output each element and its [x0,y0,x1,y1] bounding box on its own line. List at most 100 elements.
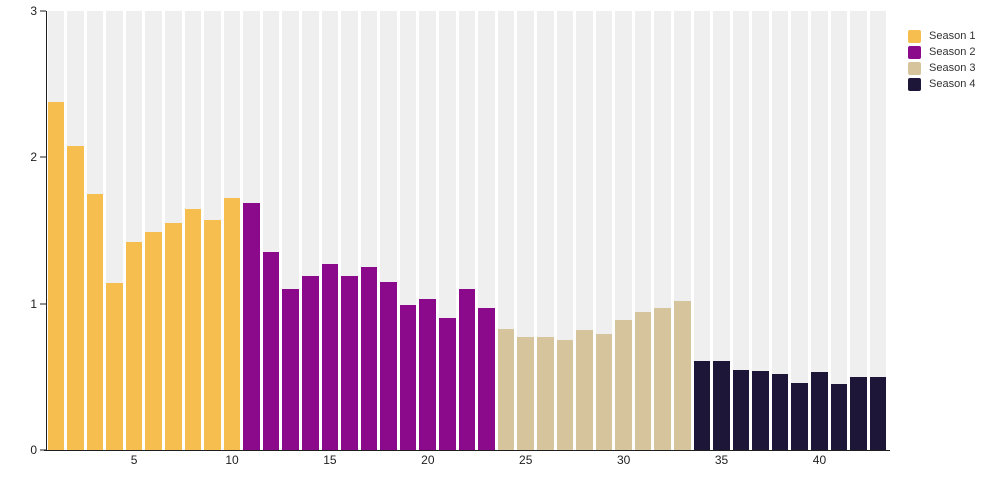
bar-episode-20[interactable] [419,299,437,450]
bar-episode-17[interactable] [360,267,378,450]
bar-slot-18 [380,11,397,450]
bar-episode-24[interactable] [497,328,515,450]
bar-episode-5[interactable] [125,242,143,450]
bar-episode-25[interactable] [517,337,534,450]
bar-slot-24 [497,11,515,450]
bar-episode-22[interactable] [458,289,476,450]
bar-episode-39[interactable] [791,382,809,450]
bar-slot-3 [86,11,104,450]
bar-episode-35[interactable] [713,360,730,450]
bar-episode-33[interactable] [674,300,691,450]
legend-item-season-1[interactable]: Season 1 [908,30,975,43]
bar-episode-28[interactable] [576,330,593,450]
bar-slot-41 [830,11,848,450]
legend-swatch-icon [908,30,921,43]
bar-slot-14 [302,11,319,450]
y-axis-labels: 0 1 2 3 [0,5,37,456]
bar-episode-8[interactable] [184,208,202,450]
bar-episode-30[interactable] [615,319,632,450]
x-axis-label-35: 35 [714,453,729,467]
bar-episode-12[interactable] [262,252,280,450]
bar-episode-32[interactable] [654,308,671,450]
legend-label: Season 3 [929,62,976,74]
bar-slot-1 [47,11,65,450]
bar-episode-43[interactable] [869,376,887,450]
x-axis-label-30: 30 [616,453,631,467]
bar-episode-11[interactable] [243,202,260,450]
y-axis-label-3: 3 [30,4,37,18]
bar-episode-14[interactable] [302,275,319,450]
bar-slot-13 [282,11,300,450]
legend-item-season-3[interactable]: Season 3 [908,62,975,75]
bar-episode-40[interactable] [811,372,828,450]
bar-slot-7 [164,11,182,450]
legend-item-season-2[interactable]: Season 2 [908,46,975,59]
bar-slot-21 [439,11,456,450]
bar-slot-26 [536,11,554,450]
bar-episode-21[interactable] [439,318,456,450]
bar-episode-13[interactable] [282,289,300,450]
bar-episode-15[interactable] [321,264,339,450]
x-axis-label-5: 5 [130,453,138,467]
bar-episode-7[interactable] [164,223,182,450]
bar-episode-41[interactable] [830,384,848,450]
bar-episode-31[interactable] [634,312,652,450]
bar-slot-27 [556,11,574,450]
bar-slot-19 [399,11,417,450]
legend-swatch-icon [908,46,921,59]
x-axis-label-15: 15 [323,453,337,467]
bar-episode-6[interactable] [145,231,162,450]
bar-episode-9[interactable] [204,220,221,450]
bar-slot-22 [458,11,476,450]
bar-episode-18[interactable] [380,281,397,450]
bar-episode-23[interactable] [478,308,495,450]
bar-episode-4[interactable] [106,283,123,450]
bar-episode-36[interactable] [732,369,750,450]
bar-episode-10[interactable] [223,198,241,450]
bar-episode-19[interactable] [399,305,417,450]
bar-episode-1[interactable] [47,101,65,450]
bar-slot-29 [595,11,613,450]
bar-slot-40 [811,11,828,450]
x-axis-label-10: 10 [225,453,239,467]
legend-swatch-icon [908,62,921,75]
bar-slot-17 [360,11,378,450]
legend-item-season-4[interactable]: Season 4 [908,78,975,91]
bar-slot-32 [654,11,671,450]
y-tick-mark-3 [40,10,46,12]
y-axis-label-0: 0 [30,443,37,457]
bar-episode-38[interactable] [771,373,789,450]
bar-slot-10 [223,11,241,450]
y-axis-label-2: 2 [30,150,37,165]
bar-episode-2[interactable] [67,145,84,450]
legend-label: Season 2 [929,46,976,58]
x-axis-label-20: 20 [421,453,435,467]
bar-slot-36 [732,11,750,450]
bar-episode-34[interactable] [693,360,711,450]
bar-slot-31 [634,11,652,450]
bar-slot-8 [184,11,202,450]
bar-episode-37[interactable] [752,370,769,450]
bar-episode-42[interactable] [850,376,867,450]
legend-label: Season 1 [929,30,976,42]
y-tick-mark-1 [40,303,46,305]
bar-slot-2 [67,11,84,450]
bar-episode-3[interactable] [86,193,104,450]
bar-slot-34 [693,11,711,450]
bar-episode-16[interactable] [341,275,358,450]
bar-episode-29[interactable] [595,334,613,450]
y-axis-line [46,11,47,451]
bar-episode-26[interactable] [536,337,554,450]
bar-slot-38 [771,11,789,450]
bar-slot-37 [752,11,769,450]
plot-area [46,11,888,450]
y-tick-mark-0 [40,449,46,451]
bar-slot-23 [478,11,495,450]
x-axis-label-40: 40 [812,453,827,467]
bar-episode-27[interactable] [556,340,574,450]
y-axis-label-1: 1 [30,296,37,311]
bar-slot-43 [869,11,887,450]
x-axis-labels: 5 10 15 20 25 30 35 40 [46,454,888,470]
bar-slot-20 [419,11,437,450]
